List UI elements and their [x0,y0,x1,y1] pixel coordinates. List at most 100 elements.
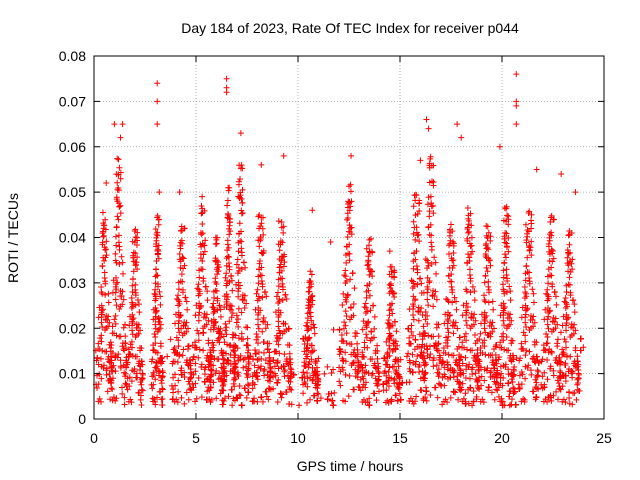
data-point [383,361,390,368]
data-point [430,363,437,370]
data-point [179,352,186,359]
data-point [213,395,220,402]
data-point [434,394,441,401]
data-point [240,364,247,371]
data-point [328,370,335,377]
data-point [283,295,290,302]
data-point [259,328,266,335]
data-point [343,330,350,337]
data-point [342,273,349,280]
data-point [211,294,218,301]
data-point [195,281,202,288]
data-point [205,340,212,347]
data-point [210,310,217,317]
data-point [362,300,369,307]
data-point [199,257,206,264]
data-point [342,308,349,315]
data-point [362,310,369,317]
data-point [116,243,123,250]
data-point [233,319,240,326]
data-point [113,224,120,231]
data-point [128,399,135,406]
data-point [345,393,352,400]
data-point [219,401,226,408]
data-point [181,400,188,407]
data-point [481,279,488,286]
data-point [424,312,431,319]
data-point [444,359,451,366]
data-point [224,210,231,217]
data-points [92,71,587,409]
data-point [244,381,251,388]
data-point [300,390,307,397]
data-point [235,248,242,255]
data-point [278,394,285,401]
data-point [259,398,266,405]
data-point [341,325,348,332]
data-point [116,261,123,268]
data-point [500,330,507,337]
data-point [351,386,358,393]
data-point [469,402,476,409]
data-point [224,293,231,300]
data-point [238,238,245,245]
data-point [119,259,126,266]
data-point [485,278,492,285]
data-point [437,381,444,388]
data-point [100,233,107,240]
data-point [159,402,166,409]
data-point [255,321,262,328]
data-point [224,241,231,248]
data-point [196,309,203,316]
data-point [413,393,420,400]
data-point [223,324,230,331]
data-point [217,313,224,320]
data-point [416,207,423,214]
data-point [224,202,231,209]
data-point [198,361,205,368]
data-point [509,379,516,386]
data-point [435,333,442,340]
data-point [234,256,241,263]
data-point [466,266,473,273]
data-point [239,165,246,172]
data-point [343,313,350,320]
data-point [385,317,392,324]
data-point [286,401,293,408]
data-point [453,306,460,313]
data-point [301,348,308,355]
data-point [198,231,205,238]
data-point [116,203,123,210]
data-point [129,282,136,289]
data-point [349,270,356,277]
data-point [180,255,187,262]
data-point [467,375,474,382]
data-point [274,379,281,386]
data-point [482,329,489,336]
data-point [397,396,404,403]
data-point [427,392,434,399]
data-point [217,390,224,397]
data-point [202,283,209,290]
data-point [336,378,343,385]
data-point [466,361,473,368]
data-point [236,282,243,289]
data-point [498,333,505,340]
data-point [265,396,272,403]
data-point [112,233,119,240]
data-point [225,184,232,191]
data-point [195,330,202,337]
data-point [462,354,469,361]
data-point [347,181,354,188]
data-point [380,381,387,388]
data-point [410,203,417,210]
data-point [192,360,199,367]
data-point [406,306,413,313]
data-point [403,379,410,386]
data-point [467,243,474,250]
data-point [130,315,137,322]
data-point [112,368,119,375]
data-point [554,336,561,343]
data-point [109,289,116,296]
